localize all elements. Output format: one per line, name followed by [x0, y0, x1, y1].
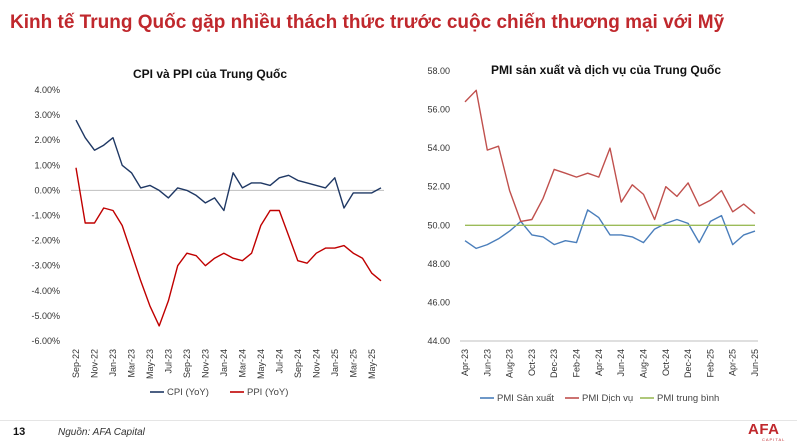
cpi-ppi-x-tick-label: Jan-25: [330, 349, 340, 377]
source-note: Nguồn: AFA Capital: [58, 427, 145, 438]
pmi-y-tick-label: 54.00: [427, 143, 450, 153]
afa-logo-subtext: CAPITAL: [762, 437, 786, 442]
pmi-y-tick-label: 48.00: [427, 259, 450, 269]
pmi-x-tick-label: Apr-25: [728, 349, 738, 376]
slide-title: Kinh tế Trung Quốc gặp nhiều thách thức …: [10, 12, 725, 33]
cpi-ppi-y-tick-label: -2.00%: [31, 236, 60, 246]
pmi-x-tick-label: Dec-23: [549, 349, 559, 378]
pmi-legend-label: PMI Dịch vụ: [582, 393, 633, 404]
pmi-y-tick-label: 50.00: [427, 220, 450, 230]
pmi-y-tick-label: 44.00: [427, 336, 450, 346]
pmi-x-tick-label: Apr-23: [460, 349, 470, 376]
cpi-ppi-y-tick-label: 4.00%: [34, 85, 60, 95]
pmi-y-tick-label: 56.00: [427, 105, 450, 115]
cpi-ppi-y-tick-label: -5.00%: [31, 311, 60, 321]
pmi-y-tick-label: 52.00: [427, 182, 450, 192]
charts-canvas: 4.00% 3.00% 2.00% 1.00% 0.00% -1.00% -2.00% -3.…: [31, 66, 760, 404]
cpi-ppi-x-tick-label: Nov-23: [200, 349, 210, 378]
cpi-ppi-legend-label: PPI (YoY): [247, 387, 288, 398]
cpi-ppi-legend-label: CPI (YoY): [167, 387, 209, 398]
cpi-ppi-x-tick-label: Nov-24: [311, 349, 321, 378]
cpi-ppi-x-tick-label: Sep-22: [71, 349, 81, 378]
cpi-ppi-x-tick-label: Jul-23: [163, 349, 173, 374]
pmi-x-tick-label: Apr-24: [594, 349, 604, 376]
cpi-ppi-x-tick-label: Jan-23: [108, 349, 118, 377]
cpi-ppi-x-tick-label: Jan-24: [219, 349, 229, 377]
pmi-series-line-1: [464, 209, 756, 250]
page-number: 13: [13, 426, 26, 438]
cpi-ppi-series-line-2: [75, 167, 382, 327]
cpi-ppi-x-tick-label: Mar-25: [348, 349, 358, 378]
cpi-ppi-y-tick-label: 3.00%: [34, 110, 60, 120]
pmi-series-line-2: [464, 89, 756, 223]
pmi-x-tick-label: Dec-24: [683, 349, 693, 378]
cpi-ppi-y-tick-label: -1.00%: [31, 211, 60, 221]
pmi-x-tick-label: Oct-24: [661, 349, 671, 376]
cpi-ppi-x-tick-label: Sep-23: [182, 349, 192, 378]
cpi-ppi-y-tick-label: 2.00%: [34, 135, 60, 145]
cpi-ppi-x-tick-label: May-23: [145, 349, 155, 379]
pmi-chart-title: PMI sản xuất và dịch vụ của Trung Quốc: [491, 63, 722, 77]
cpi-ppi-x-tick-label: Mar-24: [237, 349, 247, 378]
pmi-x-tick-label: Feb-25: [705, 349, 715, 378]
pmi-x-tick-label: Jun-25: [750, 349, 760, 377]
afa-logo: AFA: [748, 421, 780, 438]
cpi-ppi-x-tick-label: May-25: [367, 349, 377, 379]
pmi-x-tick-label: Feb-24: [572, 349, 582, 378]
cpi-ppi-x-tick-label: Mar-23: [126, 349, 136, 378]
cpi-ppi-y-tick-label: 1.00%: [34, 160, 60, 170]
cpi-ppi-x-tick-label: May-24: [256, 349, 266, 379]
pmi-x-tick-label: Aug-24: [638, 349, 648, 378]
cpi-ppi-y-tick-label: -4.00%: [31, 286, 60, 296]
pmi-x-tick-label: Jun-23: [482, 349, 492, 377]
cpi-ppi-chart-title: CPI và PPI của Trung Quốc: [133, 67, 288, 81]
cpi-ppi-x-tick-label: Jul-24: [274, 349, 284, 374]
pmi-y-tick-label: 46.00: [427, 297, 450, 307]
pmi-y-tick-label: 58.00: [427, 66, 450, 76]
footer-divider: [0, 420, 797, 421]
cpi-ppi-x-tick-label: Nov-22: [89, 349, 99, 378]
cpi-ppi-x-tick-label: Sep-24: [293, 349, 303, 378]
cpi-ppi-y-tick-label: -3.00%: [31, 261, 60, 271]
pmi-legend-label: PMI trung bình: [657, 393, 719, 404]
pmi-legend-label: PMI Sản xuất: [497, 393, 554, 404]
pmi-x-tick-label: Jun-24: [616, 349, 626, 377]
pmi-x-tick-label: Aug-23: [505, 349, 515, 378]
cpi-ppi-series-line-1: [75, 119, 382, 212]
cpi-ppi-y-tick-label: -6.00%: [31, 336, 60, 346]
cpi-ppi-y-tick-label: 0.00%: [34, 185, 60, 195]
pmi-x-tick-label: Oct-23: [527, 349, 537, 376]
